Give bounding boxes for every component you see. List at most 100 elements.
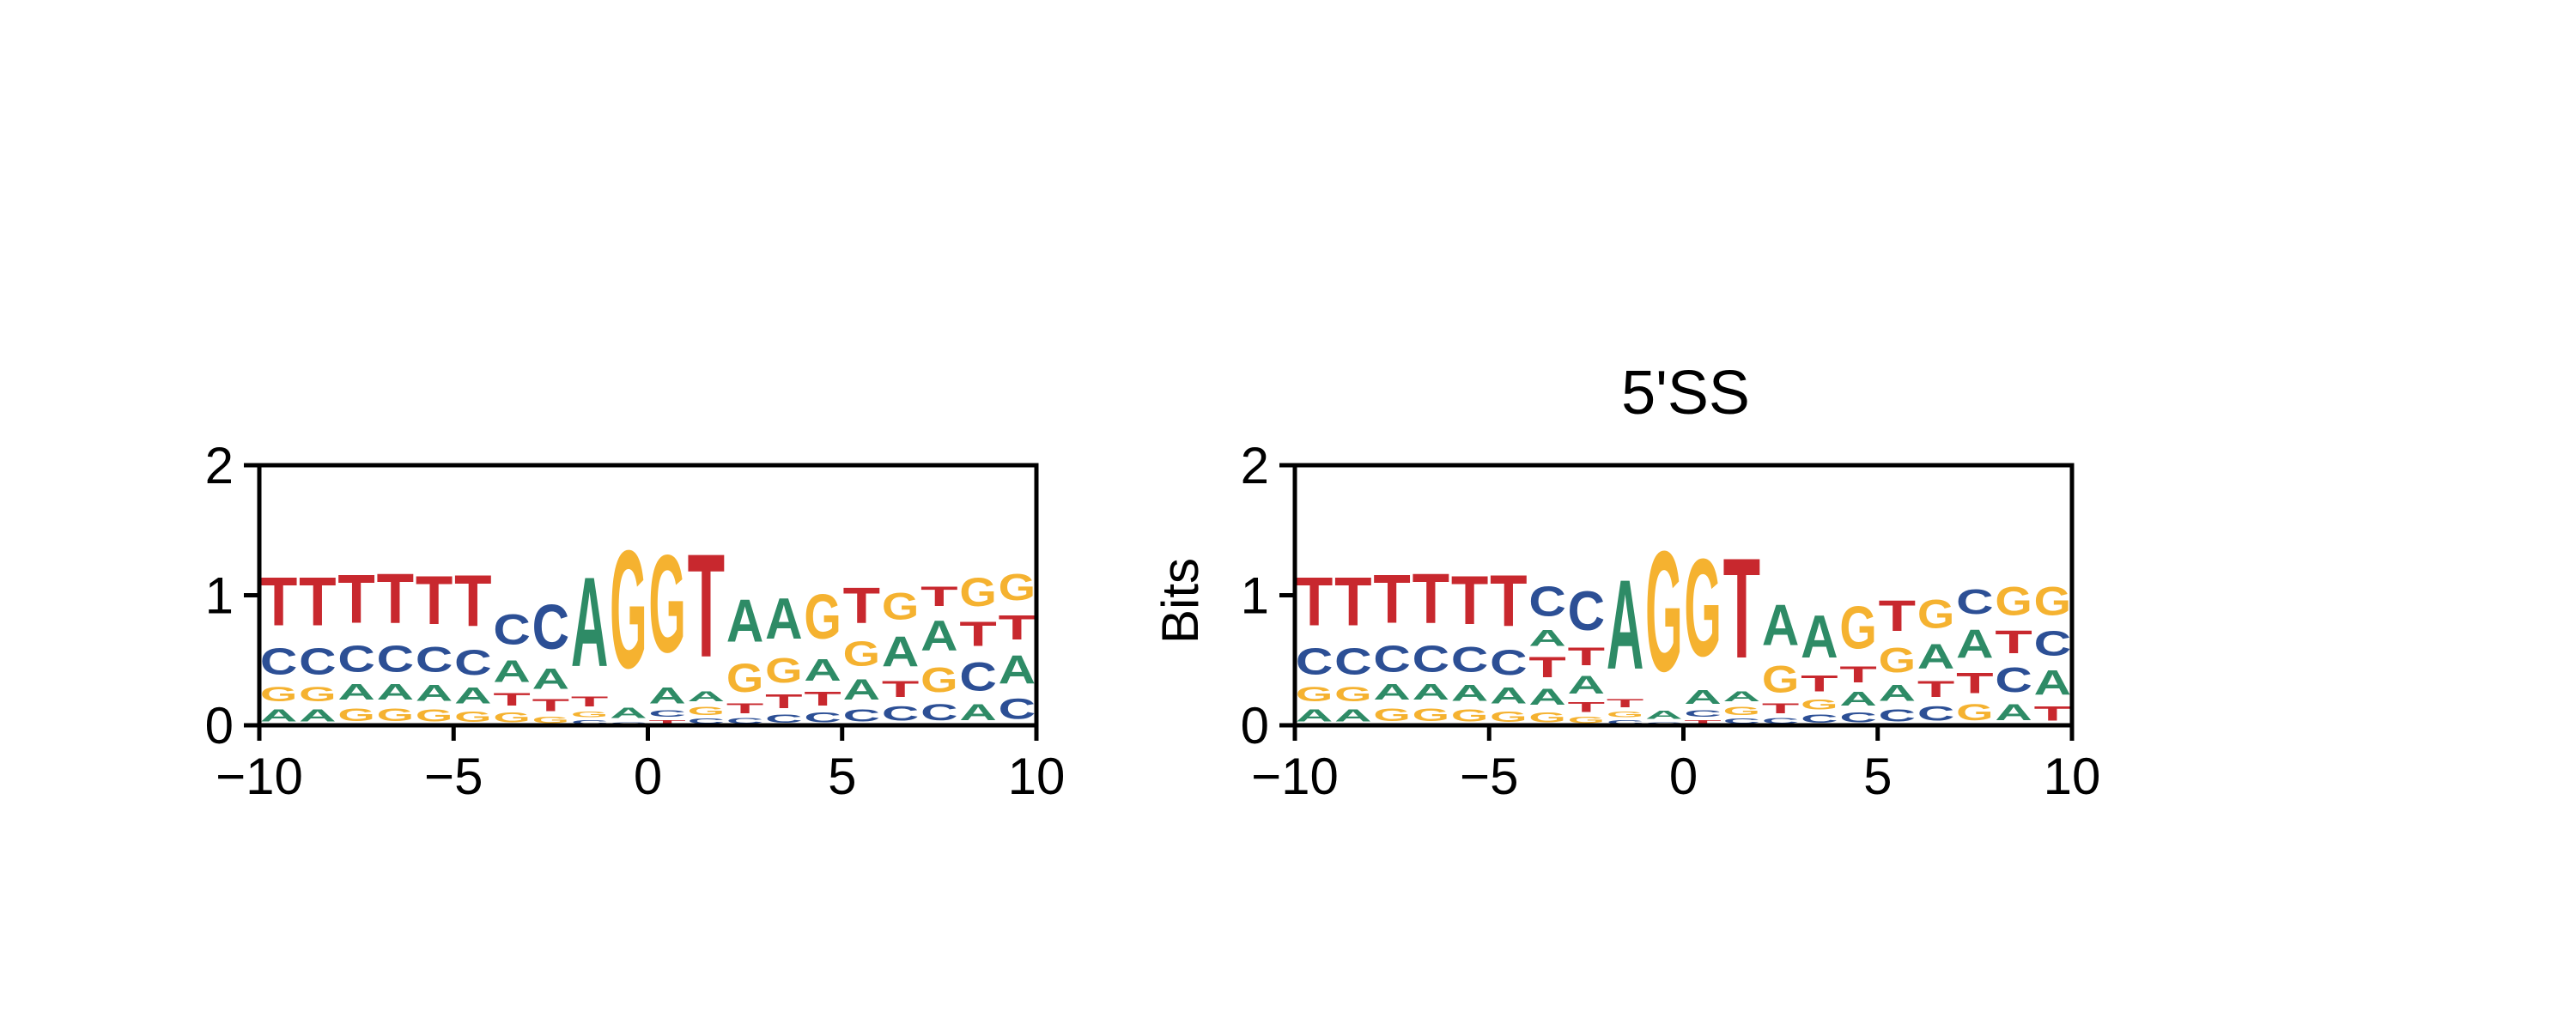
logo-letter-t: T [1334,563,1371,640]
logo-letter-g: G [260,682,297,706]
logo-letter-t: T [1839,662,1877,688]
logo-letter-g: G [920,661,957,700]
x-tick-label: −5 [1460,748,1518,805]
logo-letter-t: T [804,688,841,710]
logo-letter-t: T [337,560,374,638]
logo-letter-a: A [532,663,569,695]
logo-letter-c: C [920,700,957,725]
logo-axes: −10 −5 0 5 10 0 1 2 [1241,437,2101,805]
logo-letter-a: A [260,706,297,725]
y-axis-label: Bits [1151,558,1209,644]
logo-letter-t: T [532,696,570,716]
logo-letter-c: C [1684,709,1721,719]
logo-letter-c: C [959,654,996,699]
logo-letter-a: A [2034,663,2071,701]
logo-letter-c: C [1762,717,1799,726]
logo-letter-t: T [959,615,996,654]
logo-letter-a: A [1839,688,1876,710]
logo-letter-t: T [1528,651,1565,684]
logo-letter-g: G [337,705,374,725]
logo-letter-g: G [1296,682,1333,706]
logo-letter-a: A [1528,684,1565,710]
logo-letter-c: C [1801,712,1838,725]
logo-letter-t: T [882,676,920,702]
logo-letter-a: A [882,627,919,676]
logo-letter-c: C [1528,578,1565,625]
logo-letter-a: A [648,682,685,708]
logo-glyphs: AGCTAGCTGACTGACTGACTGACTGTACGTACCGTACAGT… [260,514,1036,725]
x-tick-label: 5 [1863,748,1892,805]
logo-letter-a: A [1684,687,1721,709]
logo-letter-t: T [1451,562,1488,639]
logo-letter-g: G [610,514,647,703]
logo-letter-g: G [1801,697,1838,712]
logo-letter-g: G [416,706,453,725]
logo-letter-g: G [299,682,336,706]
logo-letter-a: A [1723,689,1760,705]
logo-letter-c: C [648,709,685,719]
logo-letter-a: A [337,680,374,705]
logo-letter-g: G [999,566,1036,609]
logo-letter-c: C [1296,641,1333,682]
logo-letter-a: A [610,705,647,721]
logo-letter-t: T [1568,700,1605,715]
logo-letter-a: A [1995,700,2032,725]
logo-letter-t: T [1762,700,1799,716]
logo-letter-t: T [2034,702,2071,725]
logo-glyphs: AGCTAGCTGACTGACTGACTGACTGATACGTATCCGTACA… [1296,516,2071,725]
logo-letter-g: G [1879,641,1916,680]
logo-letter-c: C [765,712,802,725]
logo-letter-c: C [337,639,374,680]
logo-letter-c: C [1723,718,1760,725]
y-tick-label: 1 [1241,567,1269,625]
x-tick-label: −10 [216,748,303,805]
logo-letter-a: A [959,700,996,725]
logo-panel-left: AGCTAGCTGACTGACTGACTGACTGTACGTACCGTACAGT… [205,437,1066,805]
logo-letter-a: A [1296,706,1333,725]
logo-letter-c: C [260,641,297,682]
logo-letter-c: C [1451,639,1488,680]
logo-letter-t: T [1373,560,1410,638]
logo-letter-a: A [454,682,491,708]
logo-letter-t: T [1917,676,1955,702]
logo-letter-t: T [1684,718,1722,725]
logo-letter-t: T [1801,671,1838,697]
y-tick-label: 0 [1241,697,1269,754]
logo-letter-t: T [493,689,530,710]
x-tick-label: −10 [1251,748,1339,805]
logo-letter-t: T [1296,563,1333,640]
logo-letter-a: A [1451,680,1488,706]
logo-letter-c: C [1839,710,1876,725]
logo-letter-t: T [999,609,1036,647]
logo-letter-c: C [726,717,763,726]
logo-letter-c: C [1995,660,2032,699]
logo-axes: −10 −5 0 5 10 0 1 2 [205,437,1066,805]
logo-letter-g: G [1645,516,1682,707]
logo-letter-t: T [843,577,880,633]
logo-letter-c: C [1490,642,1527,682]
logo-letter-g: G [882,585,919,627]
logo-letter-g: G [1762,657,1799,700]
logo-letter-a: A [726,587,763,654]
logo-letter-t: T [920,581,958,612]
logo-letter-c: C [688,718,725,725]
logo-letter-t: T [571,694,608,709]
logo-letter-c: C [999,694,1036,725]
logo-letter-g: G [1568,715,1605,725]
logo-letter-t: T [416,562,453,639]
logo-letter-a: A [688,689,725,705]
logo-letter-a: A [416,680,453,706]
logo-letter-a: A [1956,621,1993,666]
logo-letter-a: A [1762,592,1799,657]
logo-letter-c: C [804,710,841,725]
logo-letter-g: G [843,635,880,674]
logo-letter-g: G [648,525,685,682]
logo-letter-a: A [571,551,608,694]
logo-letter-a: A [377,680,414,705]
y-tick-label: 2 [1241,437,1269,494]
logo-letter-c: C [1607,719,1643,726]
logo-letter-t: T [765,690,802,712]
x-tick-label: 10 [1008,748,1066,805]
logo-letter-c: C [1956,582,1993,621]
